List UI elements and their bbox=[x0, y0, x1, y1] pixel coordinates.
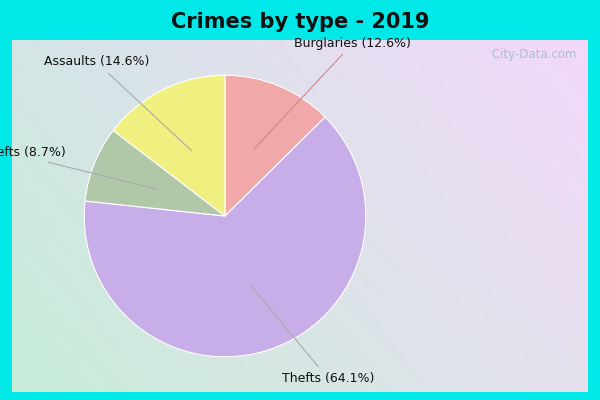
Text: Assaults (14.6%): Assaults (14.6%) bbox=[44, 56, 192, 151]
Text: Crimes by type - 2019: Crimes by type - 2019 bbox=[171, 12, 429, 32]
Text: Burglaries (12.6%): Burglaries (12.6%) bbox=[254, 37, 412, 149]
Wedge shape bbox=[225, 75, 325, 216]
Text: Auto thefts (8.7%): Auto thefts (8.7%) bbox=[0, 146, 157, 189]
Wedge shape bbox=[84, 117, 366, 357]
Wedge shape bbox=[113, 75, 225, 216]
Text: Thefts (64.1%): Thefts (64.1%) bbox=[250, 284, 374, 385]
Wedge shape bbox=[85, 130, 225, 216]
Text: City-Data.com: City-Data.com bbox=[488, 48, 576, 61]
